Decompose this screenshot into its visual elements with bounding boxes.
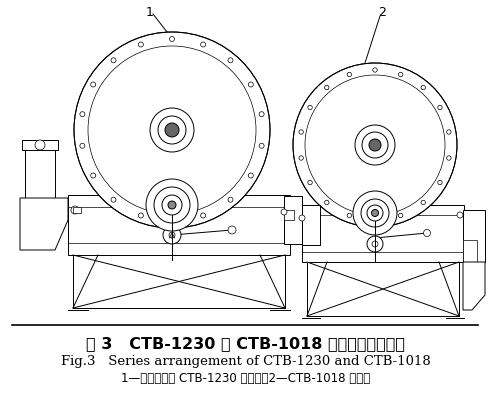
Circle shape: [154, 187, 190, 223]
Circle shape: [91, 82, 96, 87]
Bar: [302, 205, 464, 262]
Circle shape: [150, 108, 194, 152]
Circle shape: [367, 236, 383, 252]
Bar: [284, 196, 302, 244]
Circle shape: [308, 105, 312, 110]
Circle shape: [228, 197, 233, 202]
Circle shape: [299, 215, 305, 221]
Circle shape: [308, 180, 312, 185]
Bar: [22, 140, 58, 150]
Circle shape: [80, 112, 85, 117]
Circle shape: [146, 179, 198, 231]
Bar: [284, 210, 294, 220]
Circle shape: [299, 156, 303, 160]
Circle shape: [76, 34, 268, 226]
Circle shape: [158, 116, 186, 144]
Text: 2: 2: [378, 6, 386, 19]
Bar: [463, 240, 477, 262]
Text: 1: 1: [146, 6, 154, 19]
Circle shape: [35, 140, 45, 150]
Circle shape: [372, 241, 378, 247]
Circle shape: [355, 125, 395, 165]
Circle shape: [201, 213, 206, 218]
Bar: [463, 210, 485, 262]
Circle shape: [399, 72, 403, 77]
Circle shape: [91, 173, 96, 178]
Circle shape: [421, 200, 425, 205]
Text: 图 3   CTB-1230 与 CTB-1018 磁选机串联配置图: 图 3 CTB-1230 与 CTB-1018 磁选机串联配置图: [86, 337, 406, 351]
Circle shape: [248, 82, 253, 87]
Circle shape: [169, 232, 175, 238]
Circle shape: [325, 200, 329, 205]
Circle shape: [71, 206, 79, 214]
Circle shape: [228, 58, 233, 63]
Circle shape: [163, 226, 181, 244]
Circle shape: [165, 123, 179, 137]
Circle shape: [457, 212, 463, 218]
Circle shape: [347, 72, 352, 77]
Circle shape: [325, 85, 329, 90]
Circle shape: [299, 130, 303, 134]
Circle shape: [259, 143, 264, 148]
Text: 1—专门设计的 CTB-1230 磁选机；2—CTB-1018 磁选机: 1—专门设计的 CTB-1230 磁选机；2—CTB-1018 磁选机: [121, 372, 371, 385]
Circle shape: [353, 191, 397, 235]
Circle shape: [201, 42, 206, 47]
Circle shape: [399, 213, 403, 218]
Circle shape: [373, 68, 377, 72]
Circle shape: [424, 229, 431, 236]
Circle shape: [138, 42, 143, 47]
Circle shape: [347, 213, 352, 218]
Circle shape: [281, 209, 287, 215]
Circle shape: [361, 199, 389, 227]
Circle shape: [438, 105, 442, 110]
Polygon shape: [463, 262, 485, 310]
Circle shape: [293, 63, 457, 227]
Circle shape: [295, 65, 455, 225]
Circle shape: [447, 156, 451, 160]
Circle shape: [162, 195, 182, 215]
Circle shape: [369, 139, 381, 151]
Circle shape: [228, 226, 236, 234]
Circle shape: [169, 219, 174, 223]
Circle shape: [138, 213, 143, 218]
Circle shape: [373, 218, 377, 222]
Bar: [302, 205, 320, 245]
Circle shape: [248, 173, 253, 178]
Circle shape: [80, 143, 85, 148]
Bar: [25, 148, 55, 198]
Bar: [73, 207, 81, 213]
Circle shape: [259, 112, 264, 117]
Circle shape: [168, 201, 176, 209]
Circle shape: [111, 197, 116, 202]
Circle shape: [372, 210, 379, 217]
Circle shape: [362, 132, 388, 158]
Circle shape: [169, 36, 174, 42]
Circle shape: [421, 85, 425, 90]
Bar: [68, 195, 290, 255]
Circle shape: [367, 205, 383, 221]
Circle shape: [438, 180, 442, 185]
Circle shape: [447, 130, 451, 134]
Circle shape: [111, 58, 116, 63]
Circle shape: [74, 32, 270, 228]
Text: Fig.3   Series arrangement of CTB-1230 and CTB-1018: Fig.3 Series arrangement of CTB-1230 and…: [61, 354, 431, 368]
Polygon shape: [20, 198, 68, 250]
